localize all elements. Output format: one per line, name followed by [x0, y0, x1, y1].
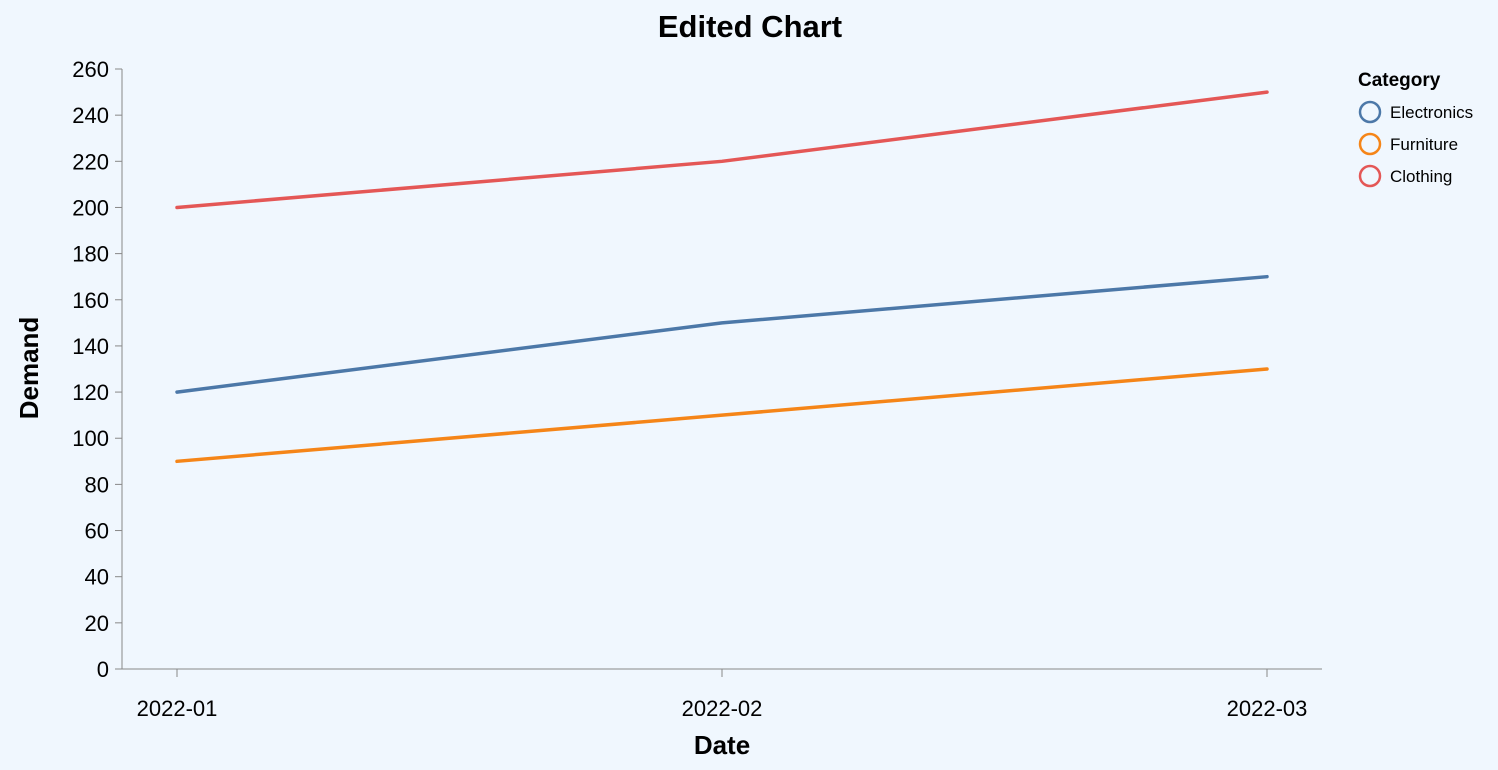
y-tick-label: 60 [85, 519, 109, 544]
y-tick-label: 200 [72, 195, 109, 220]
y-tick-label: 20 [85, 611, 109, 636]
y-tick-label: 180 [72, 242, 109, 267]
y-tick-label: 140 [72, 334, 109, 359]
series-group [175, 90, 1269, 464]
y-tick-label: 160 [72, 288, 109, 313]
legend-label-clothing: Clothing [1390, 167, 1452, 186]
y-tick-label: 40 [85, 565, 109, 590]
y-tick-label: 240 [72, 103, 109, 128]
y-tick-label: 80 [85, 472, 109, 497]
y-tick-label: 100 [72, 426, 109, 451]
y-axis-title: Demand [14, 317, 44, 420]
chart-title: Edited Chart [658, 9, 842, 44]
legend-symbol-electronics [1358, 100, 1382, 124]
y-axis: 0 20 40 60 80 100 120 140 160 180 200 220 240 260 [72, 57, 123, 682]
legend: Category Electronics Furniture Clothing [1358, 70, 1473, 188]
y-tick-label: 0 [97, 657, 109, 682]
x-tick-label: 2022-01 [137, 696, 218, 721]
y-tick-label: 260 [72, 57, 109, 82]
x-axis: 2022-01 2022-02 2022-03 [122, 668, 1322, 721]
legend-label-furniture: Furniture [1390, 135, 1458, 154]
legend-symbol-clothing [1358, 164, 1382, 188]
x-axis-title: Date [694, 730, 750, 760]
x-tick-label: 2022-02 [682, 696, 763, 721]
series-line-clothing [175, 90, 1269, 210]
legend-symbol-furniture [1358, 132, 1382, 156]
legend-title: Category [1358, 70, 1441, 91]
y-tick-label: 220 [72, 149, 109, 174]
y-tick-label: 120 [72, 380, 109, 405]
legend-label-electronics: Electronics [1390, 103, 1473, 122]
x-tick-label: 2022-03 [1227, 696, 1308, 721]
series-line-furniture [175, 367, 1269, 464]
series-line-electronics [175, 274, 1269, 394]
